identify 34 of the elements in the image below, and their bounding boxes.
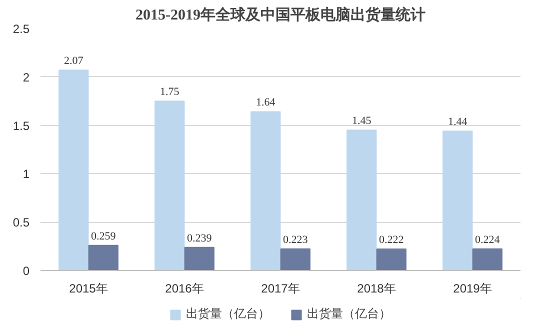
bar [442,130,473,270]
x-tick-label: 2015年 [69,282,108,296]
y-tick-label: 1 [22,167,30,182]
data-label: 1.64 [256,96,276,109]
y-tick-label: 0.5 [12,216,30,230]
bar [250,111,281,270]
data-label: 0.222 [379,234,404,246]
data-label: 0.224 [475,234,500,246]
y-tick-label: 2 [22,70,30,84]
data-label: 2.07 [64,55,84,68]
data-label: 1.45 [352,115,372,128]
x-tick-label: 2017年 [261,282,300,296]
bar [346,130,377,270]
legend-label: 出货量（亿台） [186,306,270,322]
x-tick-label: 2019年 [453,282,492,296]
x-tick-label: 2016年 [165,282,204,296]
y-tick-label: 2.5 [12,22,30,36]
data-label: 0.239 [187,232,212,244]
chart-title: 2015-2019年全球及中国平板电脑出货量统计 [136,6,426,24]
y-tick-label: 0 [22,264,30,278]
y-tick-label: 1.5 [12,118,30,133]
data-label: 1.44 [448,116,468,128]
data-label: 1.75 [160,86,180,98]
bar [184,246,214,270]
bar [376,248,406,270]
bar [58,70,89,270]
data-label: 0.259 [91,230,116,242]
bar [280,248,310,270]
bar [472,248,502,270]
x-tick-label: 2018年 [357,282,396,296]
legend-label: 出货量（亿台） [307,306,391,322]
bar [88,244,118,270]
bar [154,100,185,270]
data-label: 0.223 [283,234,308,246]
